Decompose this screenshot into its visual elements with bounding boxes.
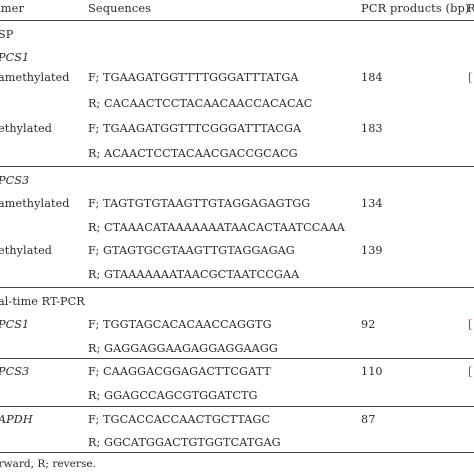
product-size: 134: [361, 197, 383, 210]
product-size: 87: [361, 413, 376, 426]
forward-primer: F; TGAAGATGGTTTCGGGATTTACGA: [88, 122, 302, 135]
gene-name: PCS3: [0, 174, 30, 187]
product-size: 184: [361, 71, 383, 84]
row-rule: [0, 406, 474, 407]
product-size: 92: [361, 318, 376, 331]
reverse-primer: R; GAGGAGGAAGAGGAGGAAGG: [88, 342, 278, 355]
product-size: 110: [361, 365, 383, 378]
gene-name: PCS3: [0, 365, 30, 378]
row-label: ethylated: [0, 122, 53, 135]
row-rule: [0, 166, 474, 167]
row-label: ethylated: [0, 244, 53, 257]
row-label: amethylated: [0, 197, 70, 210]
forward-primer: F; TGCACCACCAACTGCTTAGC: [88, 413, 271, 426]
header-primer: imer: [0, 1, 25, 15]
reference-link[interactable]: [: [468, 365, 473, 378]
reverse-primer: R; CACAACTCCTACAACAACCACACAC: [88, 97, 313, 110]
section-bsp: SP: [0, 28, 14, 41]
forward-primer: F; CAAGGACGGAGACTTCGATT: [88, 365, 271, 378]
header-sequences: Sequences: [88, 1, 152, 15]
forward-primer: F; TGAAGATGGTTTTGGGATTTATGA: [88, 71, 299, 84]
header-pcr-products: PCR products (bp): [361, 1, 470, 15]
reverse-primer: R; ACAACTCCTACAACGACCGCACG: [88, 147, 298, 160]
row-label: amethylated: [0, 71, 70, 84]
product-size: 183: [361, 122, 383, 135]
forward-primer: F; TAGTGTGTAAGTTGTAGGAGAGTGG: [88, 197, 311, 210]
footnote: orward, R; reverse.: [0, 458, 97, 470]
gene-name: PCS1: [0, 51, 30, 64]
row-rule: [0, 287, 474, 288]
reference-link[interactable]: [: [468, 71, 473, 84]
section-rt-pcr: al-time RT-PCR: [0, 295, 85, 308]
header-ref: R: [467, 1, 474, 15]
reverse-primer: R; GGAGCCAGCGTGGATCTG: [88, 389, 258, 402]
reverse-primer: R; GTAAAAAAATAACGCTAATCCGAA: [88, 268, 300, 281]
reverse-primer: R; GGCATGGACTGTGGTCATGAG: [88, 436, 281, 449]
product-size: 139: [361, 244, 383, 257]
header-rule: [0, 20, 474, 21]
gene-name: PCS1: [0, 318, 30, 331]
row-rule: [0, 358, 474, 359]
reference-link[interactable]: [: [468, 318, 473, 331]
gene-name: APDH: [0, 413, 33, 426]
table-bottom-rule: [0, 452, 474, 453]
forward-primer: F; GTAGTGCGTAAGTTGTAGGAGAG: [88, 244, 295, 257]
reverse-primer: R; CTAAACATAAAAAAATAACACTAATCCAAA: [88, 221, 345, 234]
forward-primer: F; TGGTAGCACACAACCAGGTG: [88, 318, 272, 331]
